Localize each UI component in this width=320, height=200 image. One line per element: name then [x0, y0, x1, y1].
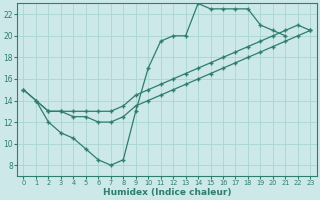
- X-axis label: Humidex (Indice chaleur): Humidex (Indice chaleur): [103, 188, 231, 197]
